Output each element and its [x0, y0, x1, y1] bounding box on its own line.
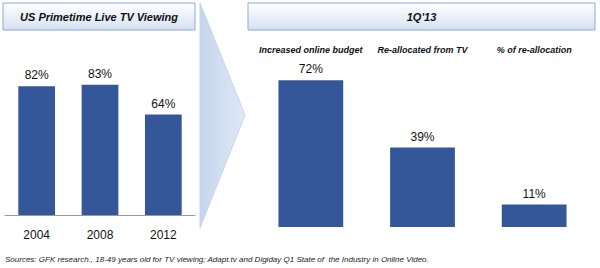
svg-text:% of re-allocation: % of re-allocation [497, 45, 573, 55]
svg-text:1Q'13: 1Q'13 [407, 11, 437, 23]
svg-text:83%: 83% [88, 67, 112, 81]
svg-text:2012: 2012 [150, 228, 177, 242]
svg-text:Re-allocated from TV: Re-allocated from TV [377, 45, 468, 55]
svg-text:US Primetime Live TV Viewing: US Primetime Live TV Viewing [20, 11, 178, 23]
svg-text:2008: 2008 [87, 228, 114, 242]
svg-text:64%: 64% [151, 97, 175, 111]
svg-text:Increased online budget: Increased online budget [259, 45, 364, 55]
svg-text:39%: 39% [410, 130, 434, 144]
svg-text:Sources: GFK research., 18-49: Sources: GFK research., 18-49 years old … [5, 255, 429, 264]
svg-text:2004: 2004 [23, 228, 50, 242]
svg-text:82%: 82% [25, 68, 49, 82]
svg-text:72%: 72% [299, 62, 323, 76]
svg-text:11%: 11% [523, 187, 546, 201]
